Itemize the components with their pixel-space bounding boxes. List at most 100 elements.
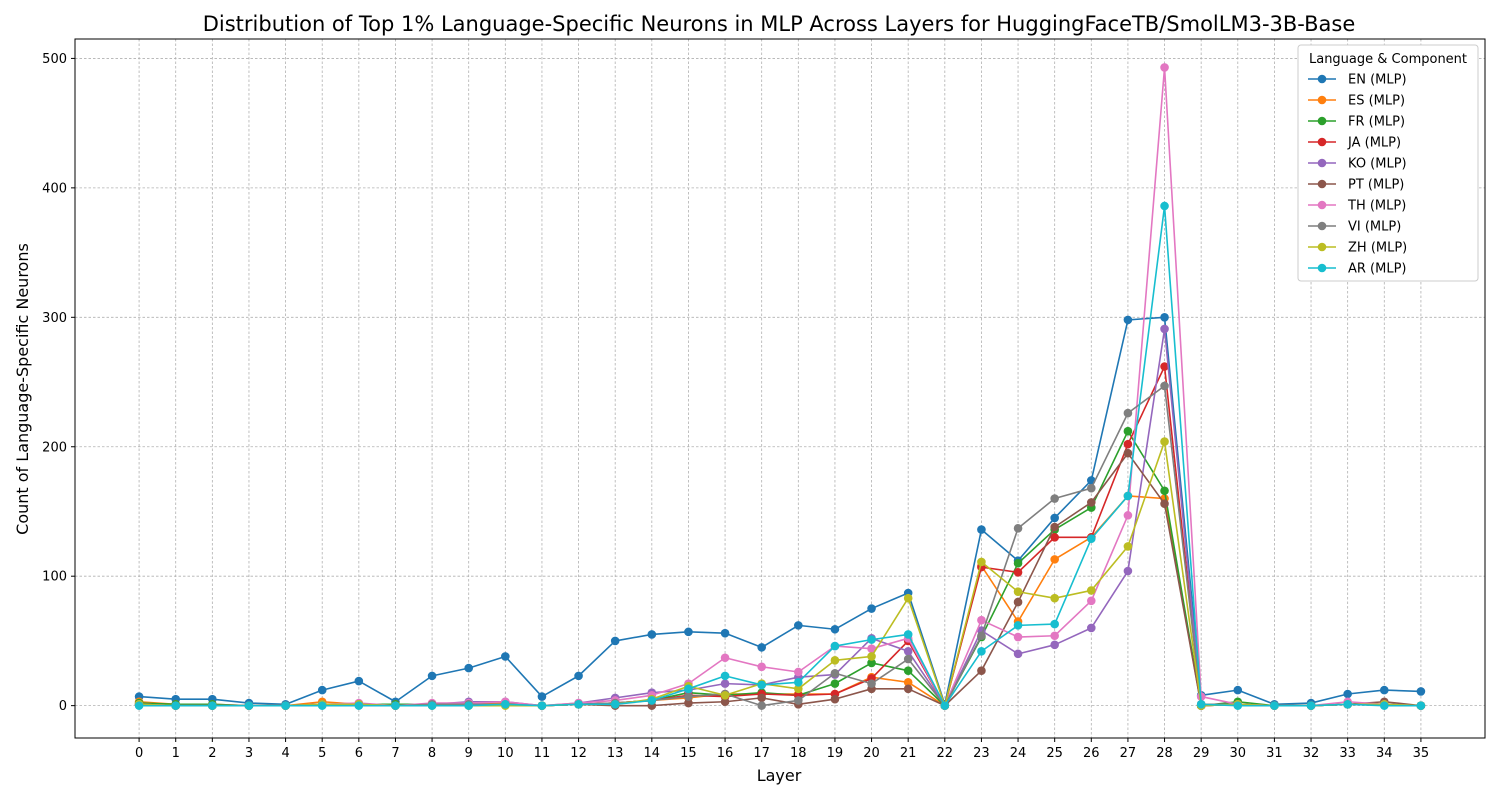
data-point-ar: [1306, 701, 1316, 710]
data-point-ja: [1013, 568, 1023, 577]
series-ja: [134, 362, 1426, 710]
legend-item-es: ES (MLP): [1308, 94, 1405, 109]
data-point-ko: [1160, 324, 1169, 334]
grid: [75, 39, 1485, 738]
data-point-fr: [867, 658, 876, 668]
data-point-ar: [867, 635, 876, 644]
data-point-en: [977, 525, 986, 534]
axis-ticks: 0 1 2 3 4 5 6 7 8 9 10 11 12 13 14 15 16 17 18 19 20 21 22 23 24…: [42, 52, 1429, 761]
data-point-pt: [903, 684, 913, 694]
data-point-zh: [794, 684, 803, 694]
data-point-en: [794, 621, 803, 630]
legend-label: ZH (MLP): [1348, 241, 1407, 256]
x-tick-label: 7: [391, 746, 399, 761]
data-point-vi: [1086, 483, 1096, 493]
legend-box: [1297, 44, 1479, 282]
data-point-vi: [1123, 408, 1133, 418]
data-point-ar: [171, 701, 181, 710]
legend-title: Language & Component: [1309, 52, 1467, 67]
x-tick-label: 33: [1339, 746, 1356, 761]
x-tick-label: 1: [172, 746, 180, 761]
series-line-ko: [139, 328, 1421, 707]
series-line-pt: [139, 452, 1421, 707]
legend-items: EN (MLP) ES (MLP) FR (MLP) JA (MLP) KO (MLP)…: [1308, 73, 1407, 277]
x-tick-label: 31: [1266, 746, 1283, 761]
legend-label: EN (MLP): [1348, 73, 1407, 88]
legend-marker: [1317, 179, 1327, 189]
data-point-en: [867, 604, 876, 613]
data-point-th: [1050, 631, 1059, 641]
x-tick-label: 6: [355, 746, 363, 761]
data-point-en: [574, 671, 583, 681]
data-point-ar: [1123, 491, 1133, 501]
data-point-ar: [1343, 700, 1352, 709]
data-point-vi: [903, 654, 913, 664]
data-point-zh: [1160, 437, 1169, 446]
legend-marker: [1317, 221, 1327, 231]
x-tick-label: 28: [1156, 746, 1173, 761]
data-point-vi: [794, 696, 803, 705]
data-point-zh: [1050, 593, 1059, 603]
data-point-th: [794, 667, 803, 677]
legend-label: FR (MLP): [1348, 115, 1405, 130]
series-line-ar: [139, 205, 1421, 707]
legend-item-en: EN (MLP): [1308, 73, 1407, 88]
data-point-ar: [1013, 621, 1023, 630]
data-point-pt: [830, 694, 840, 704]
x-tick-label: 5: [318, 746, 326, 761]
data-point-en: [427, 671, 437, 681]
data-point-fr: [1013, 558, 1023, 568]
data-point-ar: [281, 701, 290, 710]
data-point-ar: [903, 630, 913, 639]
data-point-ar: [244, 701, 254, 710]
x-tick-label: 34: [1376, 746, 1393, 761]
data-point-ko: [1123, 566, 1133, 576]
data-point-es: [903, 678, 913, 687]
data-point-zh: [867, 652, 876, 661]
data-point-ar: [464, 701, 474, 710]
data-point-vi: [684, 692, 693, 701]
legend-label: VI (MLP): [1348, 220, 1401, 235]
legend-label: ES (MLP): [1348, 94, 1405, 109]
data-point-pt: [757, 693, 766, 703]
data-point-ar: [317, 701, 327, 710]
x-tick-label: 14: [644, 746, 661, 761]
data-point-ar: [537, 701, 547, 710]
x-tick-label: 35: [1413, 746, 1430, 761]
x-axis-label: Layer: [757, 766, 802, 785]
series-en: [134, 313, 1426, 709]
data-point-en: [720, 628, 730, 638]
series-line-th: [139, 66, 1421, 707]
data-point-ar: [574, 700, 583, 709]
data-point-en: [537, 692, 547, 701]
x-tick-label: 3: [245, 746, 253, 761]
x-tick-label: 0: [135, 746, 143, 761]
series-line-ja: [139, 365, 1421, 707]
data-point-en: [501, 652, 510, 661]
x-tick-label: 2: [208, 746, 216, 761]
data-point-ar: [1196, 700, 1206, 709]
series-ko: [134, 324, 1426, 710]
data-point-vi: [830, 668, 840, 678]
y-tick-label: 0: [59, 699, 67, 714]
data-point-en: [610, 636, 620, 646]
data-point-ar: [501, 700, 510, 709]
legend-item-vi: VI (MLP): [1308, 220, 1401, 235]
legend-item-ko: KO (MLP): [1308, 157, 1407, 172]
x-tick-label: 23: [973, 746, 990, 761]
legend-marker: [1317, 158, 1327, 168]
x-tick-label: 22: [937, 746, 954, 761]
series-line-en: [139, 316, 1421, 706]
legend-marker: [1317, 200, 1327, 210]
legend-item-fr: FR (MLP): [1308, 115, 1405, 130]
data-point-th: [757, 662, 766, 672]
data-point-ar: [940, 701, 950, 710]
data-point-zh: [1123, 542, 1133, 551]
legend-marker: [1317, 263, 1327, 273]
data-point-vi: [867, 679, 876, 688]
data-point-en: [464, 663, 474, 673]
legend-item-ar: AR (MLP): [1308, 262, 1407, 277]
data-point-ja: [1160, 362, 1169, 371]
data-point-pt: [720, 697, 730, 707]
data-point-fr: [1123, 426, 1133, 436]
